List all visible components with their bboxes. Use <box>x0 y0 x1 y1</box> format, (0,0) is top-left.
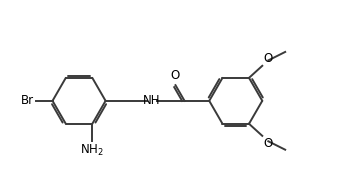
Text: O: O <box>171 69 180 82</box>
Text: Br: Br <box>21 94 34 107</box>
Text: O: O <box>263 137 273 150</box>
Text: NH$_2$: NH$_2$ <box>80 143 104 158</box>
Text: NH: NH <box>143 94 160 107</box>
Text: O: O <box>263 52 273 65</box>
